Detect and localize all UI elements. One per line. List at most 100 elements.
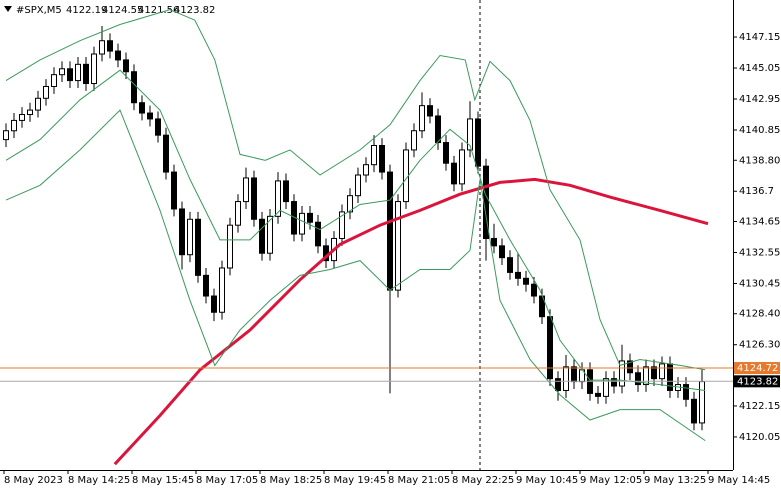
candle-body: [131, 71, 137, 104]
x-tick-label: 8 May 17:05: [196, 475, 258, 486]
y-tick-label: 4136.7: [739, 186, 774, 197]
candle-body: [355, 174, 361, 197]
candle-body: [451, 162, 457, 185]
candle-body: [603, 378, 609, 397]
y-tick-label: 4134.65: [739, 216, 780, 227]
candle-body: [315, 221, 321, 247]
candle-body: [467, 118, 473, 151]
candle-body: [555, 378, 561, 391]
candle-body: [187, 218, 193, 256]
price-label-bg: [734, 375, 780, 388]
candle-body: [283, 180, 289, 203]
candle-body: [443, 142, 449, 164]
candle-body: [643, 366, 649, 386]
candle-body: [163, 134, 169, 173]
header-value: 4121.56: [138, 5, 179, 16]
y-tick-label: 4120.05: [739, 432, 780, 443]
candle-body: [115, 50, 121, 61]
x-tick-label: 9 May 10:45: [516, 475, 578, 486]
price-label-bg: [734, 362, 780, 375]
candle-body: [123, 59, 129, 73]
x-tick-label: 9 May 13:25: [644, 475, 706, 486]
candle-body: [251, 177, 257, 220]
y-tick-label: 4122.15: [739, 401, 780, 412]
candle-body: [67, 68, 73, 82]
candle-body: [27, 109, 33, 116]
y-tick-label: 4142.95: [739, 94, 780, 105]
x-tick-label: 8 May 21:05: [388, 475, 450, 486]
candle-body: [243, 177, 249, 203]
indicator-line: [5, 109, 706, 442]
candle-body: [219, 267, 225, 313]
candle-body: [523, 277, 529, 285]
header-value: 4124.55: [102, 5, 143, 16]
candle-body: [179, 208, 185, 256]
candle-body: [91, 53, 97, 85]
x-tick-label: 8 May 2023: [4, 475, 63, 486]
candle-body: [507, 257, 513, 273]
candle-body: [475, 118, 481, 167]
candle-body: [491, 237, 497, 247]
candle-body: [19, 114, 25, 121]
header-symbol: #SPX,M5: [16, 5, 62, 16]
indicator-line: [5, 9, 706, 371]
candle-body: [571, 366, 577, 383]
candle-body: [347, 195, 353, 213]
candle-body: [611, 378, 617, 387]
candle-body: [595, 392, 601, 397]
x-tick-label: 8 May 15:45: [132, 475, 194, 486]
y-tick-label: 4138.80: [739, 155, 780, 166]
candle-body: [307, 212, 313, 223]
price-label: 4124.72: [737, 363, 778, 374]
candle-body: [99, 40, 105, 55]
candle-body: [75, 63, 81, 82]
candle-body: [427, 105, 433, 117]
candle-body: [563, 366, 569, 391]
candle-body: [299, 212, 305, 235]
candle-body: [147, 112, 153, 120]
y-tick-label: 4140.85: [739, 125, 780, 136]
candle-body: [171, 171, 177, 210]
candle-body: [11, 119, 17, 132]
candle-body: [515, 271, 521, 279]
candle-body: [419, 105, 425, 132]
y-tick-label: 4128.40: [739, 309, 780, 320]
x-tick-label: 8 May 22:25: [452, 475, 514, 486]
candle-body: [459, 149, 465, 185]
candle-body: [139, 102, 145, 114]
candle-body: [411, 130, 417, 151]
candle-body: [379, 145, 385, 173]
x-tick-label: 8 May 14:25: [68, 475, 130, 486]
candle-body: [659, 363, 665, 380]
candle-body: [35, 97, 41, 111]
candle-body: [363, 164, 369, 176]
candle-body: [275, 180, 281, 217]
candle-body: [395, 201, 401, 291]
candle-body: [683, 384, 689, 400]
x-tick-label: 9 May 12:05: [580, 475, 642, 486]
candle-body: [619, 360, 625, 387]
candle-body: [203, 274, 209, 297]
candle-body: [499, 245, 505, 259]
indicator-line: [5, 69, 706, 391]
header-value: 4122.19: [66, 5, 107, 16]
candle-body: [651, 366, 657, 380]
candle-body: [155, 118, 161, 136]
candle-body: [691, 398, 697, 424]
y-tick-label: 4132.55: [739, 247, 780, 258]
candle-body: [211, 295, 217, 313]
candle-body: [227, 224, 233, 269]
candle-body: [699, 381, 705, 424]
y-tick-label: 4145.05: [739, 63, 780, 74]
candle-body: [435, 115, 441, 144]
candle-body: [259, 218, 265, 254]
x-tick-label: 9 May 14:45: [708, 475, 770, 486]
candle-body: [83, 63, 89, 85]
candle-body: [547, 316, 553, 380]
indicator-line: [113, 177, 709, 466]
candle-body: [339, 211, 345, 239]
candle-body: [387, 171, 393, 291]
header-value: 4123.82: [174, 5, 215, 16]
price-label: 4123.82: [737, 376, 778, 387]
